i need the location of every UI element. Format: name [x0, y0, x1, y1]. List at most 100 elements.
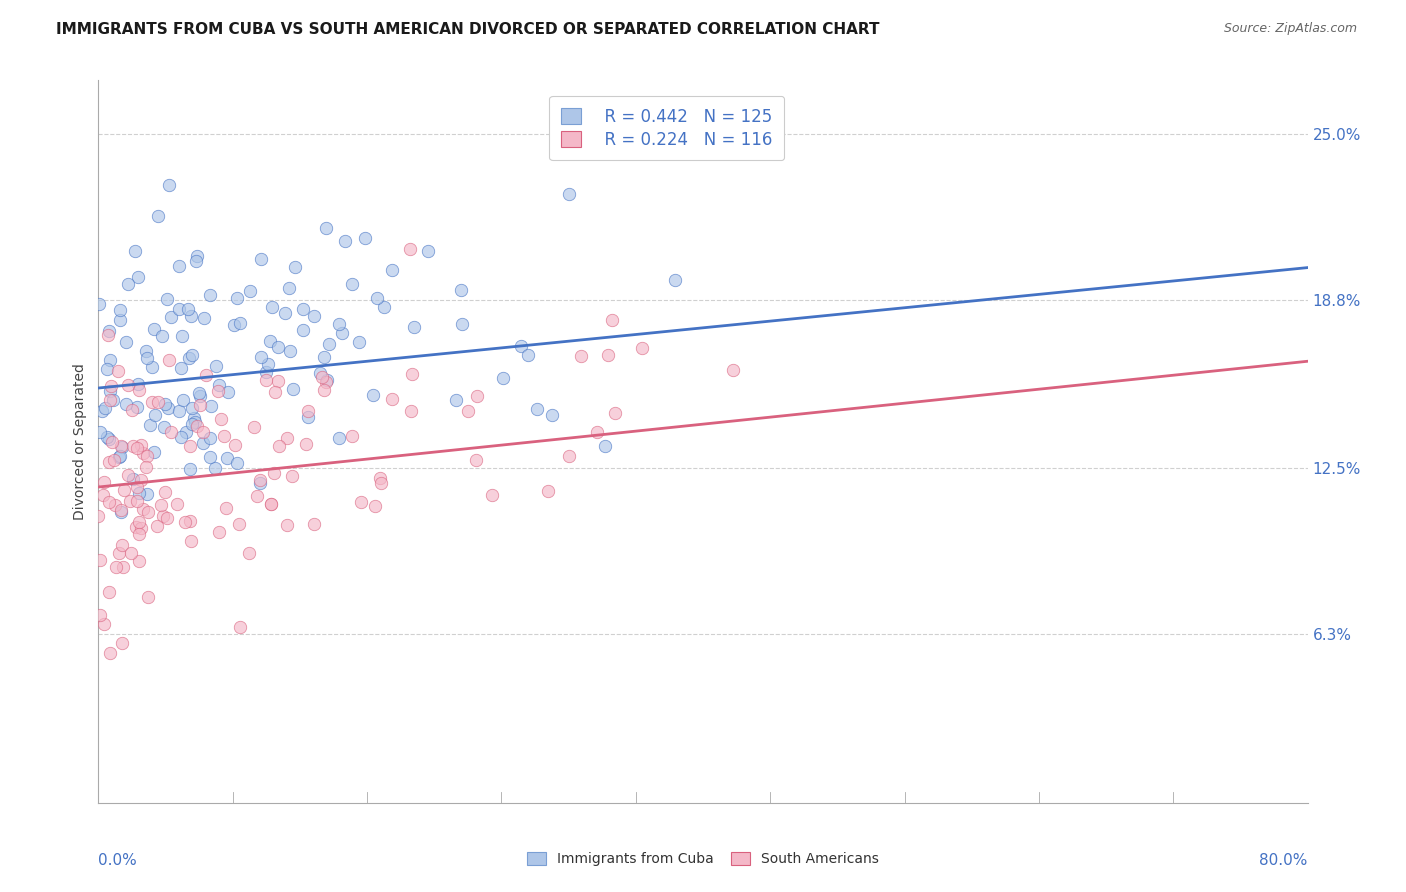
Point — [111, 538, 134, 552]
Point — [402, 320, 425, 334]
Point — [179, 439, 201, 453]
Point — [200, 431, 222, 445]
Point — [224, 318, 246, 332]
Point — [401, 367, 423, 381]
Point — [96, 328, 118, 343]
Point — [354, 231, 377, 245]
Point — [124, 520, 146, 534]
Point — [103, 453, 125, 467]
Point — [87, 508, 110, 523]
Point — [91, 404, 114, 418]
Point — [177, 301, 200, 316]
Point — [111, 440, 134, 454]
Point — [108, 450, 131, 464]
Y-axis label: Divorced or Separated: Divorced or Separated — [73, 363, 87, 520]
Point — [311, 369, 333, 384]
Point — [537, 483, 560, 498]
Point — [124, 244, 146, 258]
Point — [153, 420, 176, 434]
Point — [598, 348, 620, 362]
Point — [467, 389, 489, 403]
Point — [260, 497, 283, 511]
Point — [263, 466, 285, 480]
Point — [217, 384, 239, 399]
Point — [274, 306, 297, 320]
Point — [120, 493, 142, 508]
Point — [328, 431, 350, 445]
Point — [267, 374, 290, 388]
Point — [664, 273, 686, 287]
Point — [89, 607, 111, 622]
Point — [155, 485, 177, 500]
Point — [207, 384, 229, 398]
Point — [181, 417, 204, 431]
Point — [172, 393, 194, 408]
Legend: Immigrants from Cuba, South Americans: Immigrants from Cuba, South Americans — [522, 847, 884, 871]
Point — [264, 385, 287, 400]
Point — [128, 485, 150, 500]
Point — [170, 360, 193, 375]
Point — [215, 450, 238, 465]
Point — [127, 376, 149, 391]
Point — [191, 425, 214, 440]
Point — [586, 425, 609, 440]
Point — [104, 559, 127, 574]
Point — [108, 302, 131, 317]
Point — [330, 326, 353, 341]
Point — [250, 350, 273, 364]
Point — [558, 449, 581, 463]
Point — [93, 401, 115, 415]
Point — [229, 316, 252, 330]
Point — [169, 404, 191, 418]
Point — [381, 392, 404, 406]
Point — [125, 441, 148, 455]
Point — [224, 437, 246, 451]
Point — [157, 401, 180, 415]
Point — [492, 371, 515, 385]
Point — [631, 341, 654, 355]
Point — [157, 178, 180, 192]
Point — [169, 302, 191, 317]
Point — [135, 343, 157, 358]
Point — [184, 254, 207, 268]
Point — [128, 515, 150, 529]
Point — [107, 364, 129, 378]
Point — [98, 352, 121, 367]
Point — [557, 186, 579, 201]
Point — [96, 430, 118, 444]
Point — [180, 309, 202, 323]
Point — [146, 395, 169, 409]
Point — [136, 351, 159, 365]
Point — [179, 351, 201, 365]
Point — [465, 453, 488, 467]
Point — [129, 473, 152, 487]
Point — [156, 292, 179, 306]
Point — [128, 384, 150, 398]
Point — [250, 252, 273, 266]
Point — [350, 495, 373, 509]
Point — [108, 450, 131, 464]
Point — [91, 488, 114, 502]
Point — [259, 334, 281, 348]
Point — [136, 505, 159, 519]
Point — [297, 409, 319, 424]
Point — [205, 359, 228, 374]
Point — [174, 425, 197, 440]
Point — [593, 440, 616, 454]
Point — [156, 510, 179, 524]
Point — [314, 383, 336, 397]
Point — [295, 437, 318, 451]
Point — [239, 284, 262, 298]
Point — [146, 210, 169, 224]
Point — [297, 404, 319, 418]
Point — [260, 301, 283, 315]
Point — [183, 411, 205, 425]
Point — [207, 524, 229, 539]
Point — [214, 501, 236, 516]
Point — [226, 291, 249, 305]
Point — [186, 249, 208, 263]
Point — [157, 353, 180, 368]
Point — [481, 488, 503, 502]
Point — [363, 388, 385, 402]
Point — [450, 283, 472, 297]
